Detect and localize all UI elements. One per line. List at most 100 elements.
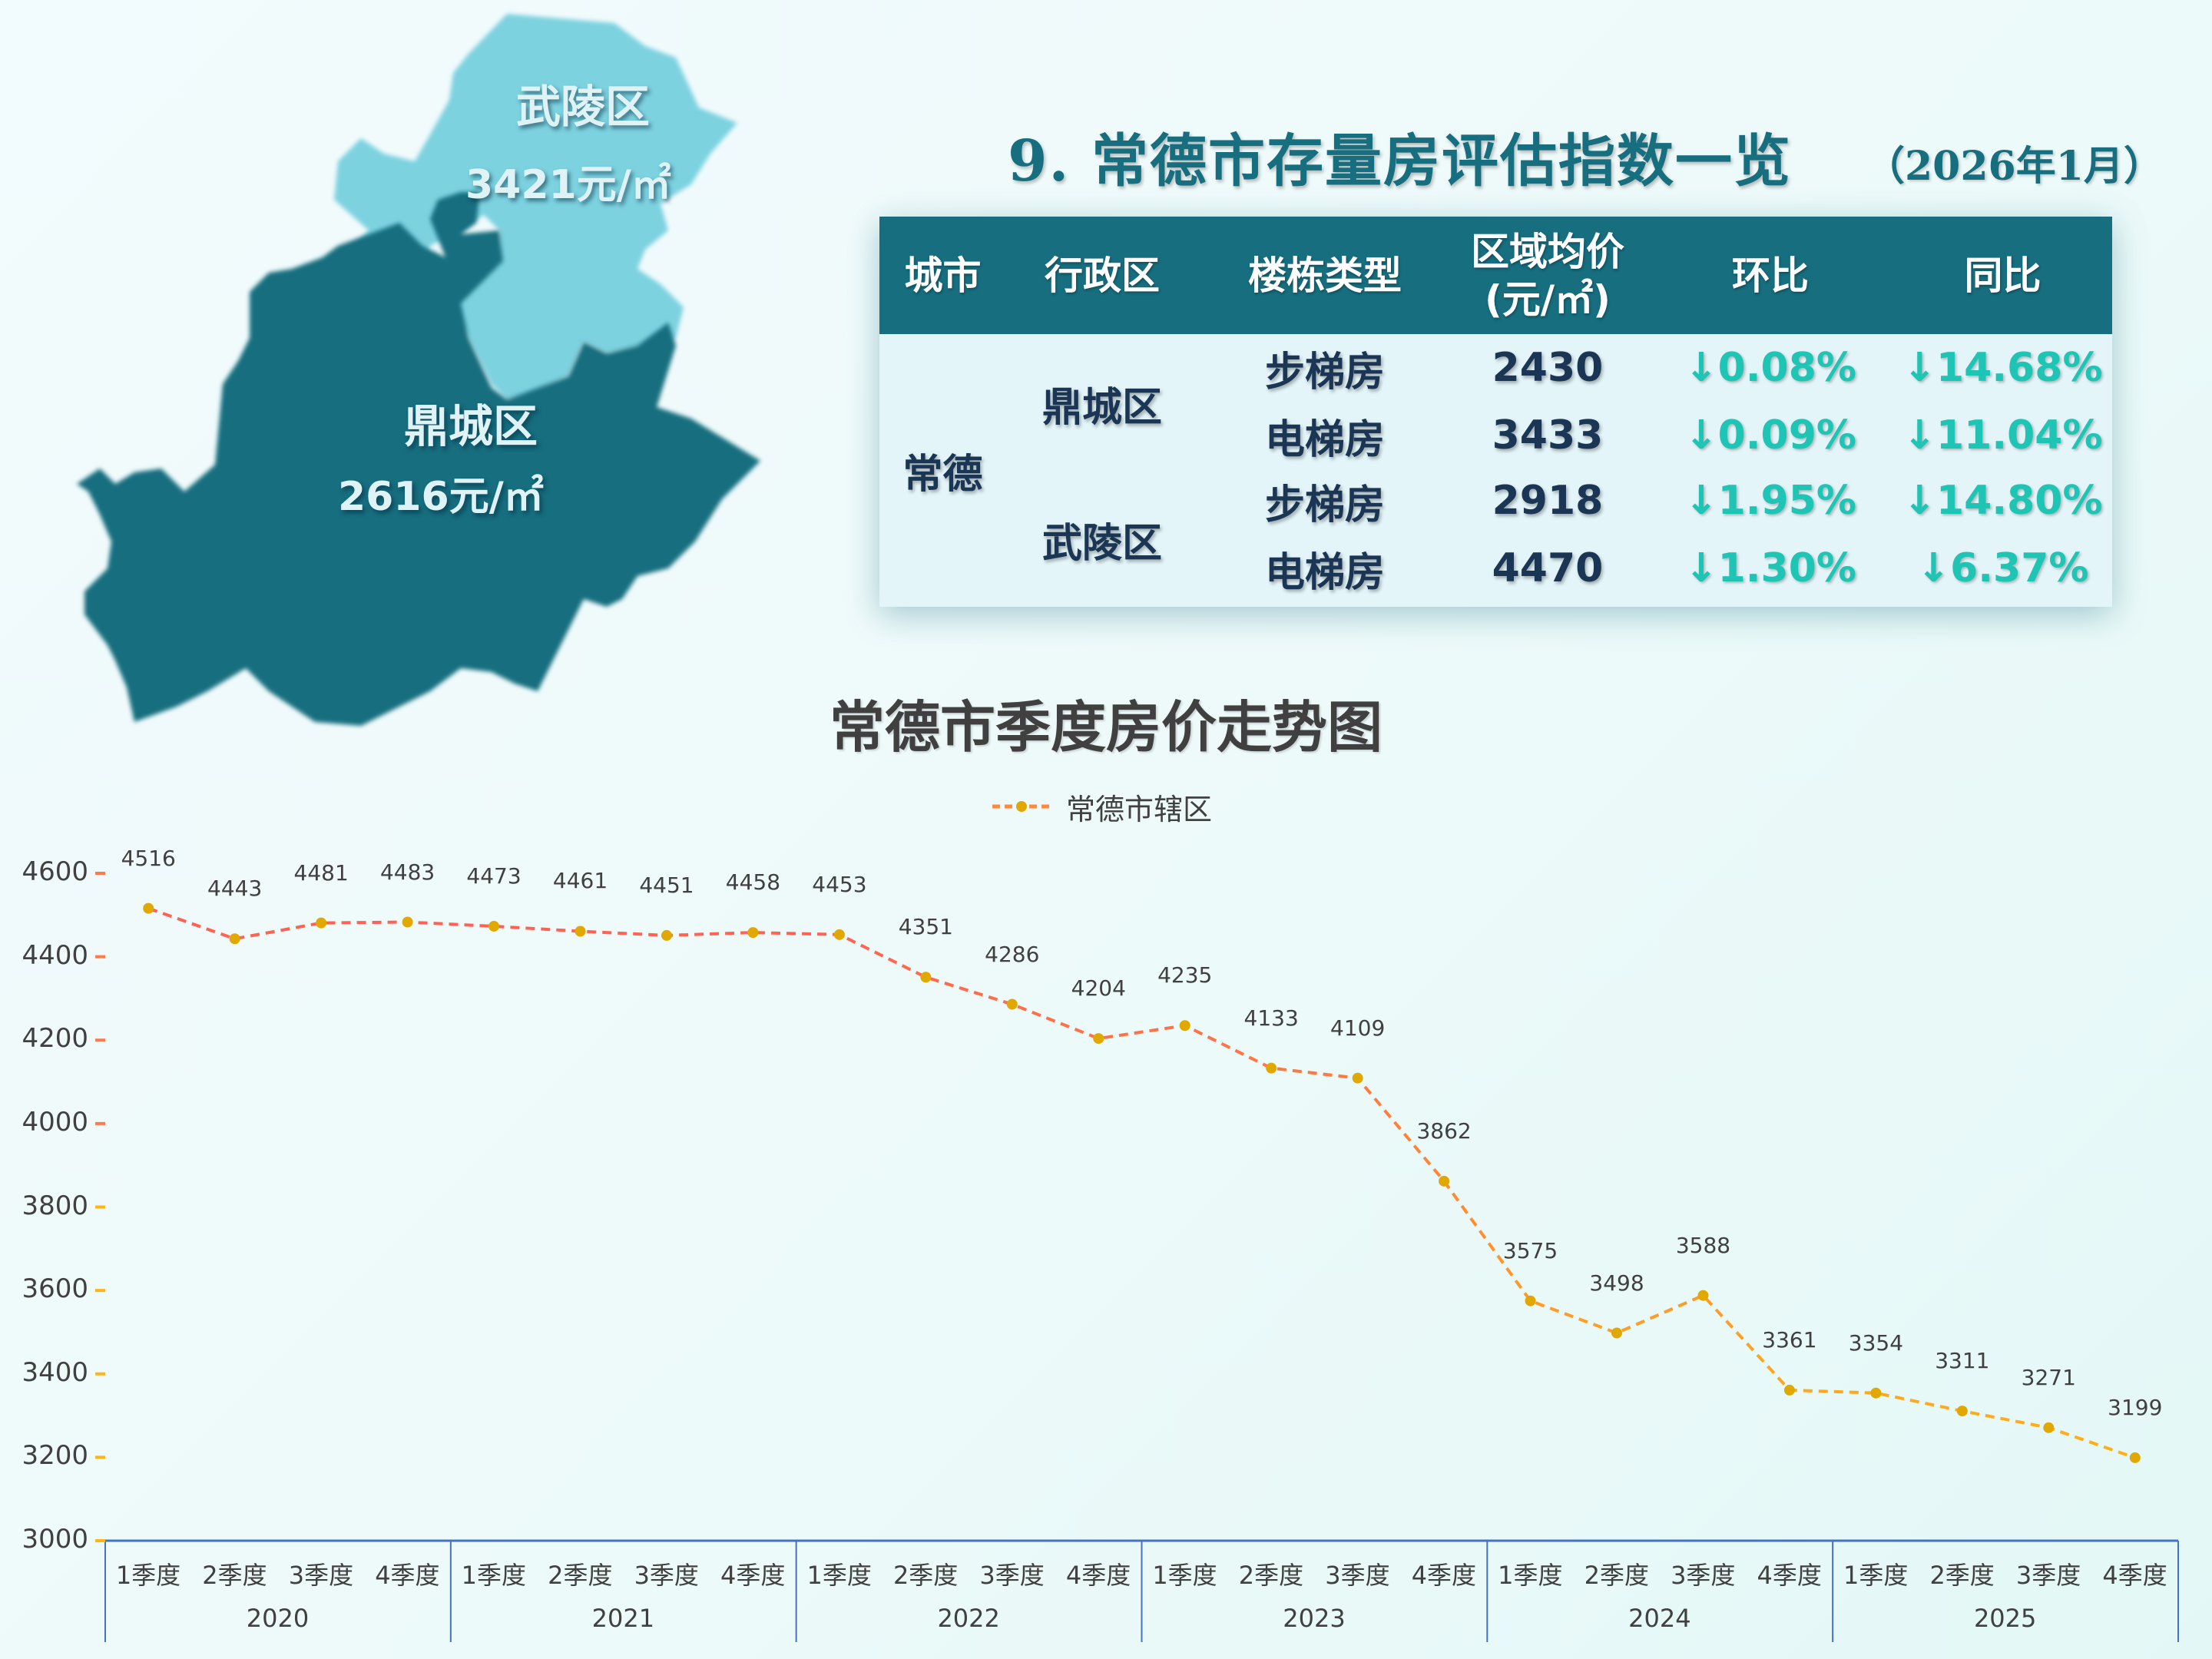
cell-yoy: ↓6.37% bbox=[1916, 545, 2089, 591]
data-label: 4133 bbox=[1243, 1005, 1299, 1031]
data-point[interactable] bbox=[661, 929, 672, 941]
data-label: 3354 bbox=[1848, 1330, 1904, 1356]
data-point[interactable] bbox=[1439, 1175, 1450, 1187]
data-point[interactable] bbox=[143, 902, 154, 914]
data-label: 3271 bbox=[2021, 1364, 2076, 1390]
x-tick-quarter-label: 4季度 bbox=[720, 1561, 786, 1590]
x-tick-quarter-label: 3季度 bbox=[634, 1561, 699, 1590]
y-tick-label: 4000 bbox=[22, 1106, 88, 1137]
cell-mom: ↓1.95% bbox=[1684, 478, 1856, 524]
x-tick-quarter-label: 1季度 bbox=[1498, 1561, 1563, 1590]
cell-mom: ↓0.08% bbox=[1684, 345, 1856, 391]
chart-title: 常德市季度房价走势图 bbox=[829, 695, 1382, 760]
data-point[interactable] bbox=[2043, 1422, 2055, 1433]
data-point[interactable] bbox=[575, 926, 586, 937]
district-map: 武陵区 3421元/㎡ 鼎城区 2616元/㎡ bbox=[0, 0, 845, 730]
col-header-avg-price-line1: 区域均价 bbox=[1471, 229, 1624, 274]
map-label-wuling: 武陵区 bbox=[516, 81, 651, 133]
series-line bbox=[147, 906, 2136, 1459]
y-tick-label: 4400 bbox=[22, 939, 88, 971]
data-label: 3575 bbox=[1502, 1237, 1558, 1263]
dingcheng-district-shape[interactable] bbox=[77, 192, 760, 726]
page-title: 9. 常德市存量房评估指数一览 bbox=[1008, 128, 1793, 194]
cell-type: 电梯房 bbox=[1264, 416, 1385, 463]
map-price-dingcheng: 2616元/㎡ bbox=[338, 474, 544, 520]
data-point[interactable] bbox=[747, 927, 759, 939]
legend-label: 常德市辖区 bbox=[1066, 792, 1213, 826]
x-tick-year-label: 2025 bbox=[1973, 1604, 2037, 1633]
x-tick-quarter-label: 3季度 bbox=[2015, 1561, 2081, 1590]
data-point[interactable] bbox=[316, 917, 327, 929]
col-header-avg-price-unit: (元/㎡) bbox=[1485, 276, 1611, 322]
data-point[interactable] bbox=[2129, 1452, 2141, 1463]
x-tick-quarter-label: 2季度 bbox=[548, 1561, 613, 1590]
x-tick-year-label: 2022 bbox=[937, 1604, 1000, 1633]
col-header-city: 城市 bbox=[904, 253, 982, 298]
x-tick-year-label: 2024 bbox=[1628, 1604, 1691, 1633]
x-tick-year-label: 2023 bbox=[1283, 1604, 1346, 1633]
x-tick-quarter-label: 1季度 bbox=[461, 1561, 527, 1590]
data-label: 4351 bbox=[898, 914, 953, 940]
report-date: （2026年1月） bbox=[1865, 143, 2164, 190]
data-point[interactable] bbox=[1697, 1290, 1709, 1301]
data-label: 3588 bbox=[1675, 1232, 1731, 1258]
cell-price: 3433 bbox=[1492, 412, 1604, 459]
x-tick-quarter-label: 3季度 bbox=[288, 1561, 354, 1590]
cell-mom: ↓0.09% bbox=[1684, 412, 1856, 459]
data-point[interactable] bbox=[833, 929, 845, 940]
data-point[interactable] bbox=[1870, 1387, 1882, 1399]
data-point[interactable] bbox=[1352, 1072, 1363, 1084]
cell-price: 2918 bbox=[1492, 478, 1604, 524]
y-axis-ticks bbox=[95, 872, 105, 1542]
x-tick-quarter-label: 2季度 bbox=[1238, 1561, 1304, 1590]
price-index-table: 城市 行政区 楼栋类型 区域均价 (元/㎡) 环比 同比 常德 鼎城区 武陵区 … bbox=[879, 217, 2112, 607]
data-point[interactable] bbox=[1783, 1384, 1795, 1396]
x-tick-quarter-label: 3季度 bbox=[1325, 1561, 1390, 1590]
col-header-yoy: 同比 bbox=[1964, 253, 2041, 298]
x-tick-quarter-label: 4季度 bbox=[1757, 1561, 1822, 1590]
x-tick-quarter-label: 2季度 bbox=[892, 1561, 959, 1590]
data-point[interactable] bbox=[402, 916, 413, 928]
wuling-district-shape[interactable] bbox=[330, 14, 737, 399]
data-label: 4451 bbox=[639, 872, 694, 898]
data-label: 4109 bbox=[1330, 1015, 1386, 1041]
data-point[interactable] bbox=[488, 920, 500, 932]
data-label: 4235 bbox=[1157, 962, 1213, 988]
data-point[interactable] bbox=[920, 972, 932, 983]
y-tick-label: 4600 bbox=[22, 856, 88, 887]
cell-yoy: ↓14.68% bbox=[1902, 345, 2103, 391]
x-tick-quarter-label: 1季度 bbox=[1843, 1561, 1909, 1590]
cell-type: 电梯房 bbox=[1264, 549, 1385, 596]
cell-district-dingcheng: 鼎城区 bbox=[1041, 384, 1162, 431]
data-point[interactable] bbox=[1525, 1295, 1536, 1306]
data-point[interactable] bbox=[229, 933, 240, 945]
cell-price: 4470 bbox=[1492, 545, 1604, 591]
x-tick-year-label: 2021 bbox=[591, 1604, 655, 1633]
cell-type: 步梯房 bbox=[1264, 482, 1385, 528]
y-tick-label: 4200 bbox=[22, 1023, 88, 1055]
cell-type: 步梯房 bbox=[1264, 349, 1385, 396]
data-point[interactable] bbox=[1179, 1020, 1190, 1031]
y-tick-label: 3400 bbox=[22, 1356, 88, 1388]
data-label: 4483 bbox=[379, 859, 435, 885]
data-point[interactable] bbox=[1006, 998, 1018, 1010]
data-point[interactable] bbox=[1611, 1327, 1623, 1339]
x-tick-quarter-label: 4季度 bbox=[1411, 1561, 1477, 1590]
map-shapes bbox=[77, 14, 760, 726]
x-tick-quarter-label: 3季度 bbox=[979, 1561, 1045, 1590]
cell-city: 常德 bbox=[902, 452, 983, 498]
y-tick-label: 3800 bbox=[22, 1190, 88, 1221]
data-point[interactable] bbox=[1956, 1406, 1968, 1417]
cell-yoy: ↓14.80% bbox=[1902, 478, 2103, 524]
chart-legend[interactable]: 常德市辖区 bbox=[991, 783, 1212, 830]
x-tick-quarter-label: 4季度 bbox=[1065, 1561, 1131, 1590]
x-tick-quarter-label: 2季度 bbox=[1929, 1561, 1995, 1590]
x-tick-quarter-label: 2季度 bbox=[202, 1561, 267, 1590]
data-point[interactable] bbox=[1093, 1033, 1104, 1045]
data-label: 4453 bbox=[812, 871, 867, 897]
x-tick-quarter-label: 4季度 bbox=[375, 1561, 440, 1590]
x-tick-quarter-label: 1季度 bbox=[1152, 1561, 1217, 1590]
cell-yoy: ↓11.04% bbox=[1902, 412, 2103, 459]
data-point[interactable] bbox=[1266, 1062, 1277, 1074]
series-markers bbox=[143, 902, 2141, 1463]
